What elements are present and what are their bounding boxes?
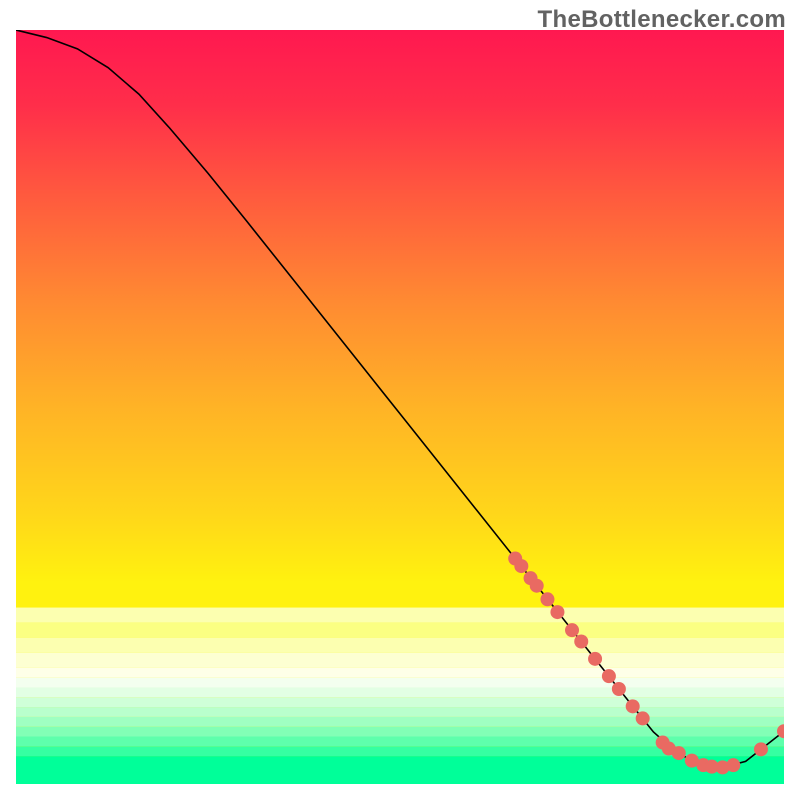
data-marker: [726, 758, 740, 772]
data-marker: [754, 742, 768, 756]
chart-container: TheBottlenecker.com: [0, 0, 800, 800]
data-marker: [612, 682, 626, 696]
data-marker: [514, 559, 528, 573]
data-marker: [540, 592, 554, 606]
data-marker: [565, 623, 579, 637]
data-marker: [672, 746, 686, 760]
data-marker: [626, 699, 640, 713]
data-marker: [550, 605, 564, 619]
chart-background: [16, 30, 784, 784]
bottleneck-chart: [0, 0, 800, 800]
data-marker: [574, 634, 588, 648]
data-marker: [530, 579, 544, 593]
data-marker: [602, 669, 616, 683]
data-marker: [588, 652, 602, 666]
data-marker: [777, 724, 791, 738]
data-marker: [636, 711, 650, 725]
